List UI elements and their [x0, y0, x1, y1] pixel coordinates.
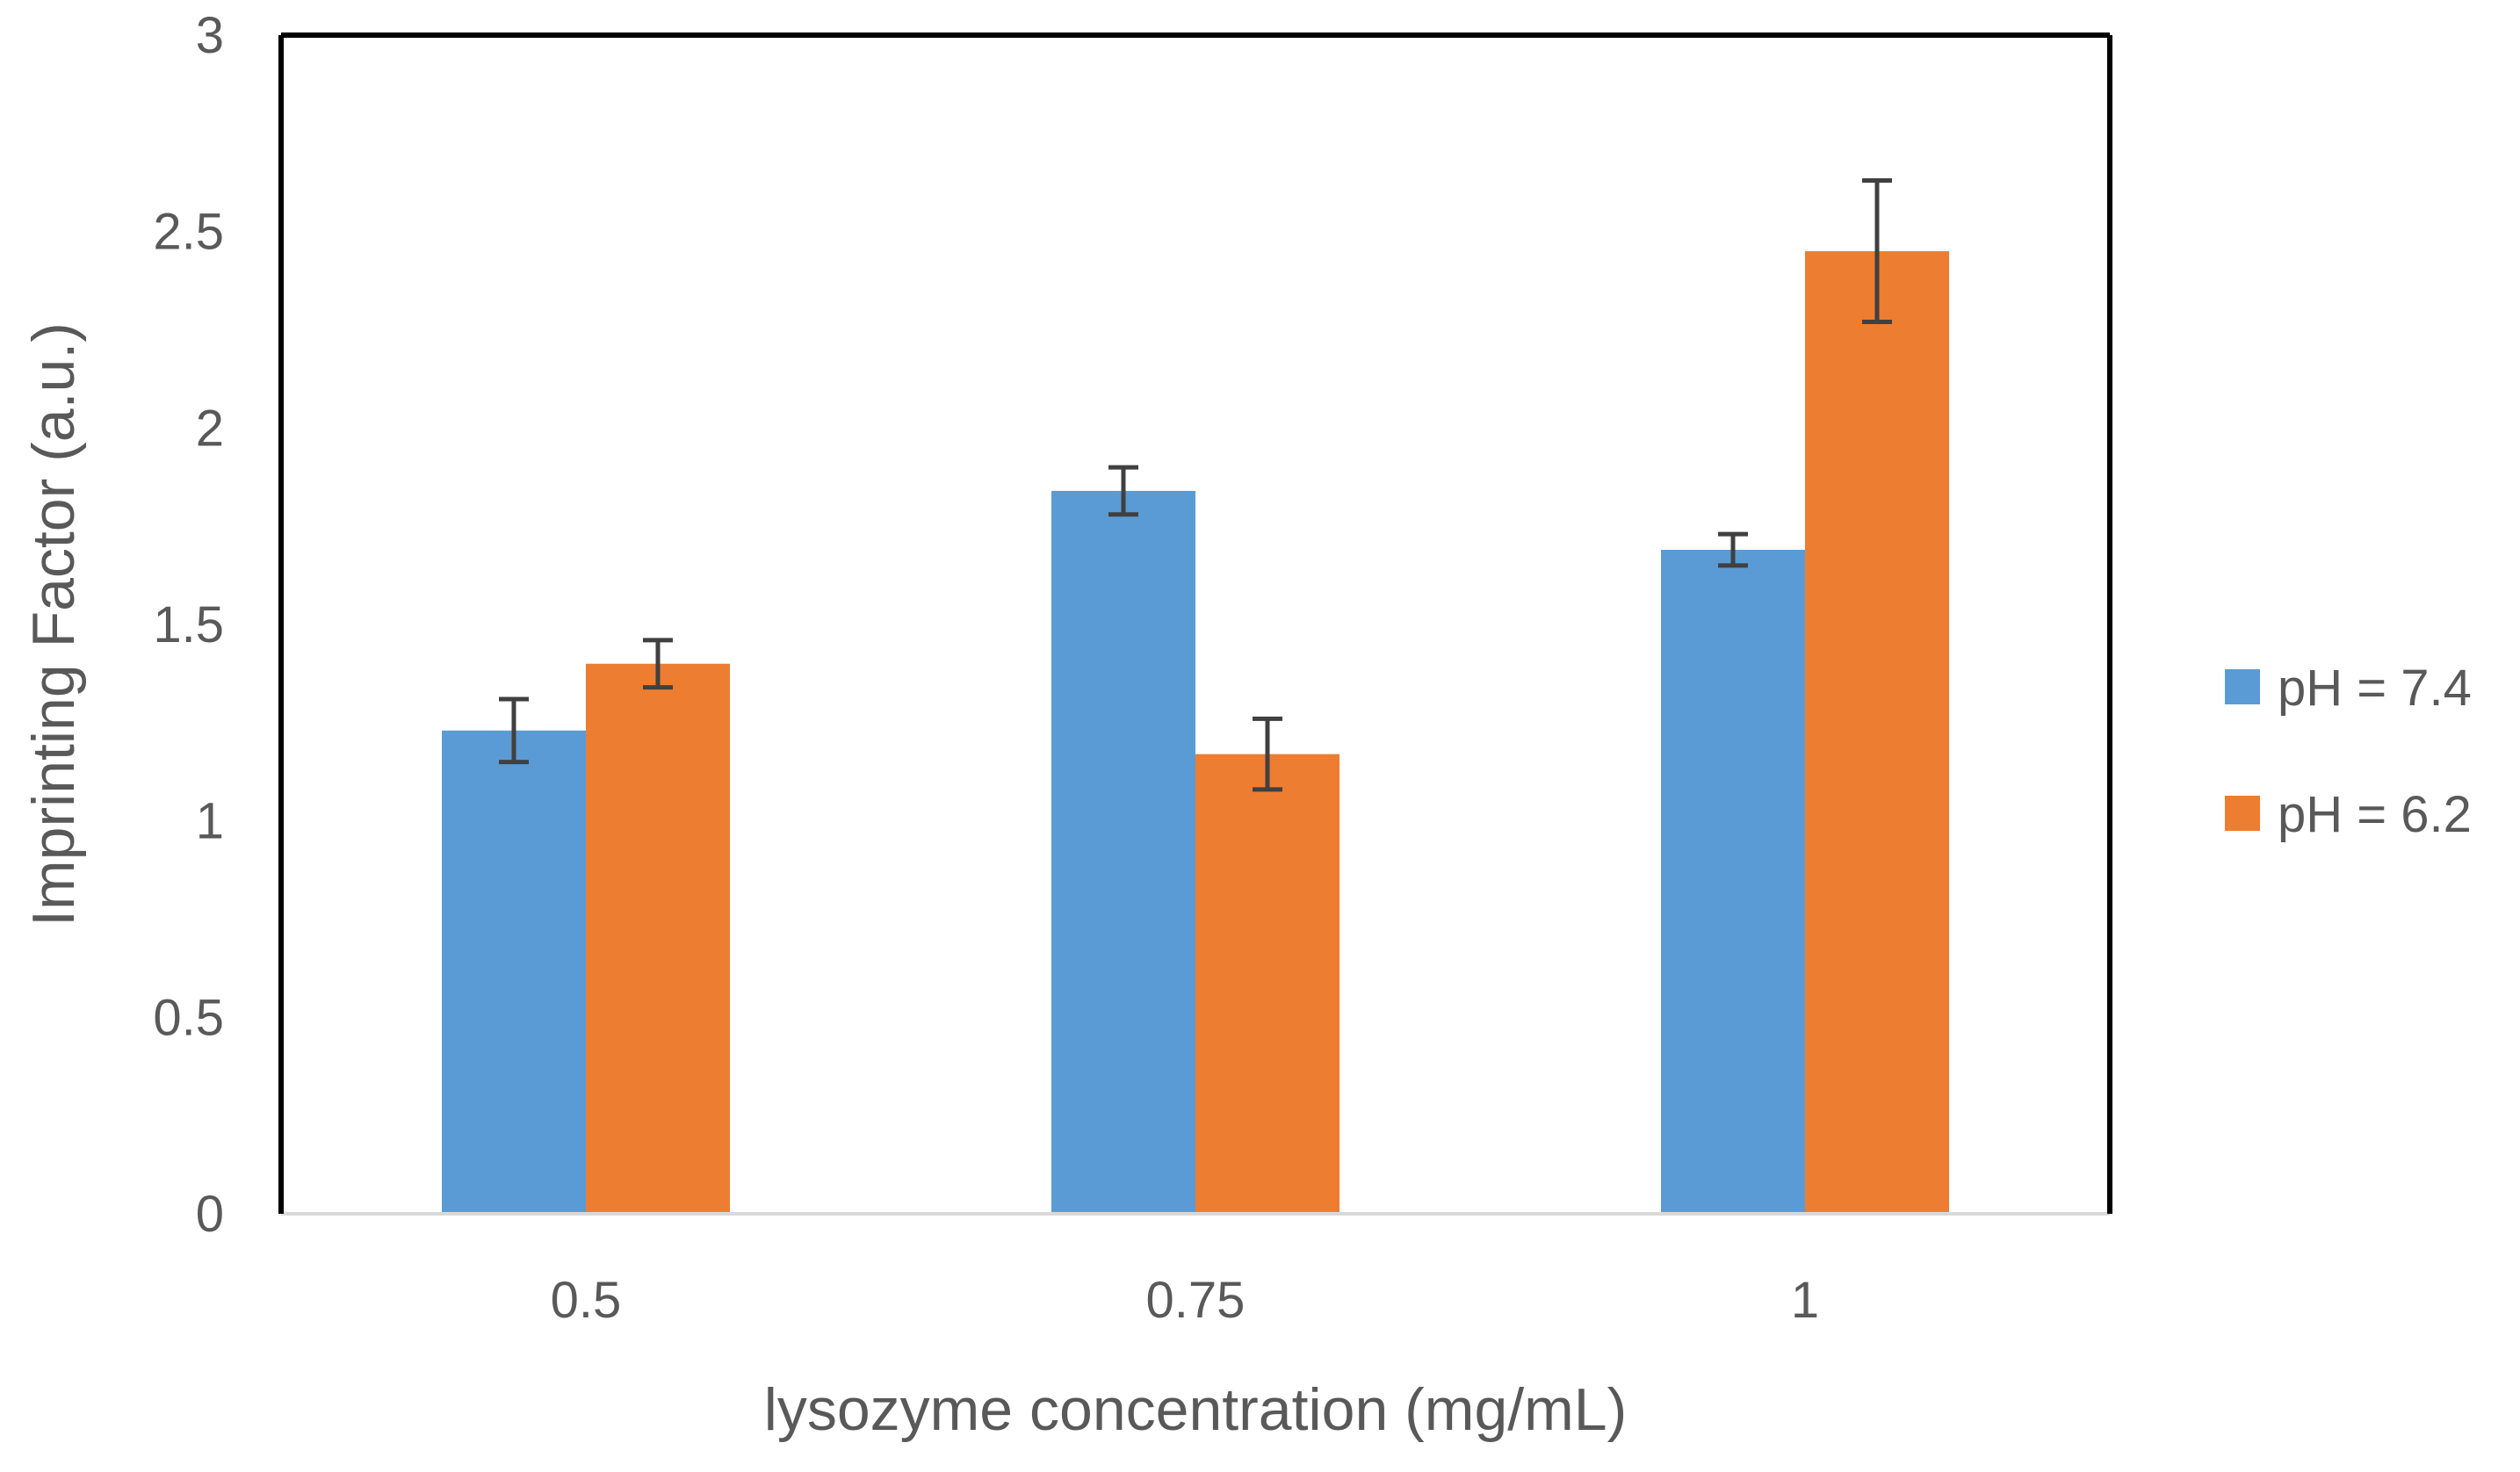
legend-swatch: [2225, 796, 2260, 831]
y-tick-label: 2: [196, 400, 224, 457]
error-bar: [1718, 531, 1748, 568]
legend-label: pH = 6.2: [2278, 786, 2472, 843]
error-bar: [1108, 465, 1138, 517]
bar: [586, 663, 730, 1214]
y-tick-label: 1.5: [153, 596, 224, 653]
x-axis-title: lysozyme concentration (mg/mL): [764, 1376, 1628, 1443]
plot-area: 0 0.5 1 1.5 2 2.5 3 0.5 0.75 1: [153, 7, 2112, 1329]
error-bar: [1862, 178, 1892, 325]
x-tick-label: 1: [1791, 1272, 1819, 1329]
y-tick-label: 3: [196, 7, 224, 64]
y-tick-label: 0.5: [153, 989, 224, 1046]
x-tick-label: 0.5: [551, 1272, 622, 1329]
error-bar: [1253, 716, 1282, 792]
error-bar: [499, 696, 529, 765]
legend-swatch: [2225, 669, 2260, 704]
legend-label: pH = 7.4: [2278, 660, 2472, 717]
x-tick-label: 0.75: [1146, 1272, 1246, 1329]
y-tick-label: 0: [196, 1186, 224, 1243]
bar: [1805, 251, 1949, 1214]
error-bar: [643, 638, 673, 690]
y-tick-label: 1: [196, 793, 224, 850]
legend: pH = 7.4 pH = 6.2: [2225, 660, 2472, 843]
bar: [1051, 490, 1195, 1214]
y-tick-label: 2.5: [153, 204, 224, 261]
y-axis-title: Imprinting Factor (a.u.): [20, 322, 87, 927]
bar: [1661, 550, 1805, 1214]
bar: [442, 730, 586, 1214]
bar: [1195, 754, 1339, 1214]
